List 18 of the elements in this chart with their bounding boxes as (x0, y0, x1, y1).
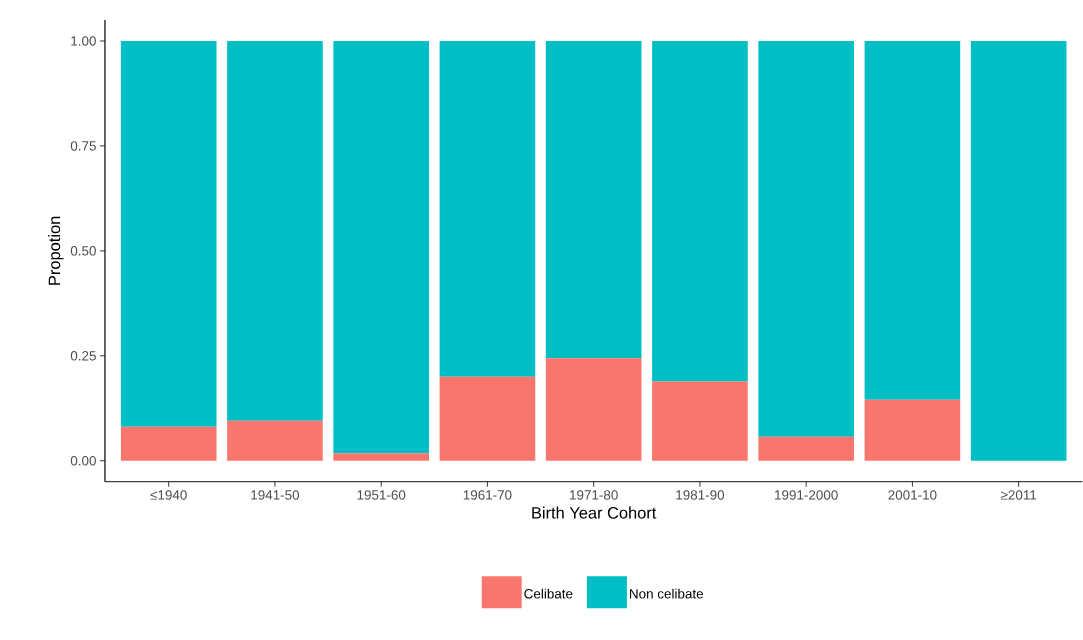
y-tick-label: 0.50 (70, 246, 96, 256)
x-tick-label: 1961-70 (463, 490, 512, 500)
x-tick-label: 1991-2000 (775, 490, 838, 500)
y-axis-title: Propotion (48, 216, 64, 285)
x-tick-label: 1951-60 (357, 490, 406, 500)
y-tick-label: 0.25 (70, 351, 96, 361)
y-tick-label: 1.00 (71, 36, 96, 46)
x-tick-label: ≥2011 (1000, 490, 1037, 500)
legend-label: Non celibate (630, 588, 704, 599)
x-tick-label: 2001-10 (888, 490, 937, 500)
x-tick-label: 1981-90 (676, 490, 725, 500)
legend-label: Celibate (524, 588, 573, 599)
x-tick-label: 1941-50 (251, 490, 300, 500)
y-tick-label: 0.00 (70, 456, 96, 466)
x-axis-title: Birth Year Cohort (532, 506, 657, 519)
x-tick-label: 1971-80 (570, 490, 618, 500)
x-tick-label: ≤1940 (150, 490, 187, 500)
y-tick-label: 0.75 (70, 141, 96, 151)
